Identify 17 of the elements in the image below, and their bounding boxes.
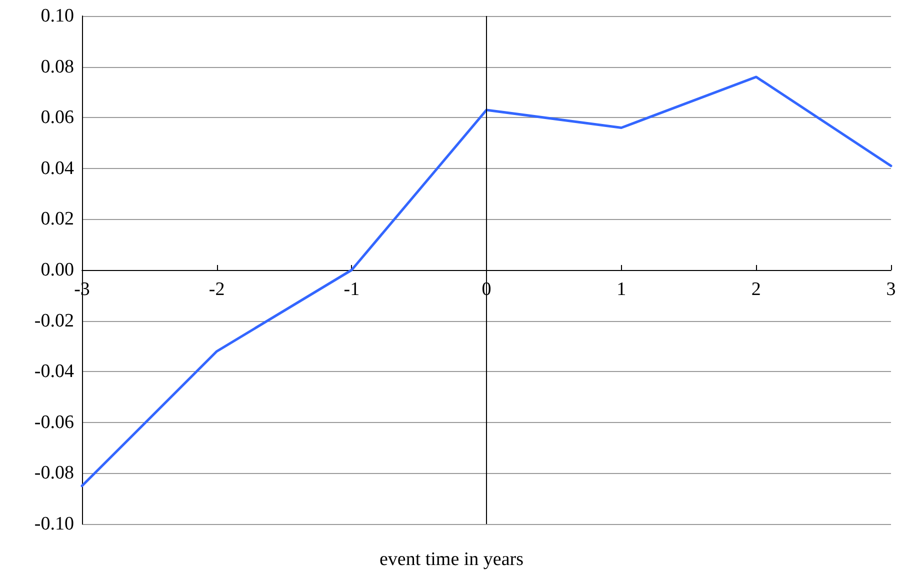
x-tick-label: -1 <box>344 279 360 300</box>
x-tick-label: 3 <box>886 279 896 300</box>
y-tick-label: 0.00 <box>40 260 74 280</box>
y-tick-label: -0.10 <box>34 514 74 534</box>
x-axis-title: event time in years <box>379 549 524 570</box>
y-tick-label: 0.10 <box>40 6 74 26</box>
y-tick-label: 0.08 <box>40 56 74 78</box>
y-tick-label: 0.02 <box>40 208 74 230</box>
y-tick-label: 0.04 <box>40 158 74 179</box>
y-tick-label: -0.06 <box>34 412 74 433</box>
x-tick-label: 2 <box>751 279 761 300</box>
y-tick-label: -0.04 <box>34 361 74 382</box>
x-tick-label: 1 <box>616 279 626 300</box>
y-tick-label: -0.02 <box>34 310 74 332</box>
y-tick-label: -0.08 <box>34 462 74 484</box>
x-tick-label: -2 <box>208 279 225 300</box>
y-tick-label: 0.06 <box>40 107 74 128</box>
